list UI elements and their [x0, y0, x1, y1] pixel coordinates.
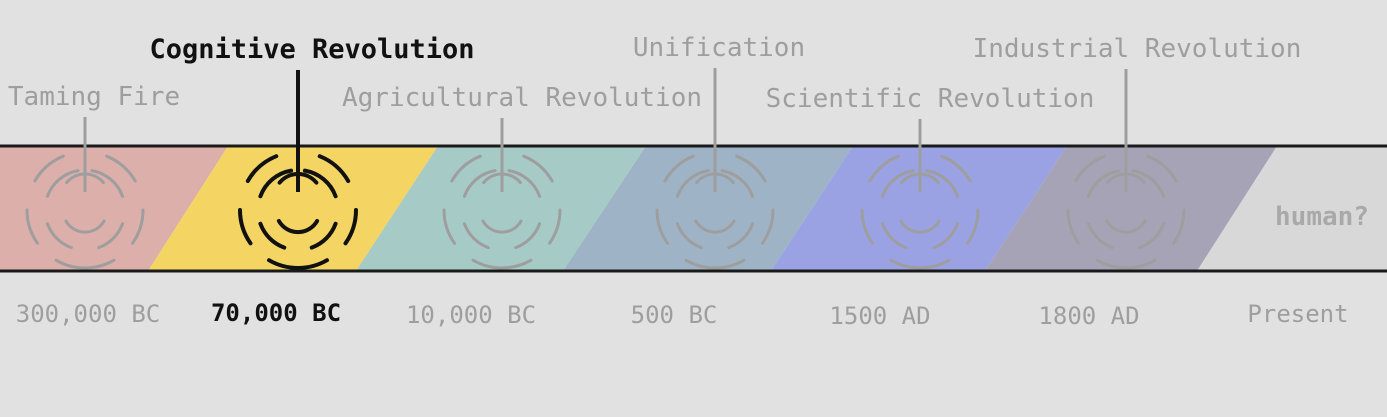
era-band	[563, 146, 853, 271]
era-band	[1197, 146, 1387, 271]
event-markers: Taming Fire Cognitive Revolution Agricultu…	[8, 33, 1302, 270]
event-label: Taming Fire	[8, 82, 180, 112]
event-marker: Taming Fire	[8, 82, 180, 270]
event-label: Scientific Revolution	[766, 84, 1095, 114]
event-marker: Scientific Revolution	[766, 84, 1095, 270]
ripple-icon	[655, 154, 775, 270]
ripple-icon	[442, 154, 562, 270]
event-marker: Agricultural Revolution	[342, 83, 702, 270]
era-date-label: 300,000 BC	[16, 300, 161, 328]
event-label: Cognitive Revolution	[149, 34, 474, 65]
ripple-icon	[25, 154, 145, 270]
event-label: Industrial Revolution	[973, 34, 1302, 64]
ripple-icon	[1066, 154, 1186, 270]
era-band	[356, 146, 646, 271]
event-marker: Cognitive Revolution	[149, 34, 475, 270]
event-label: Unification	[633, 33, 805, 63]
era-band	[985, 146, 1277, 271]
era-date-label: 70,000 BC	[211, 299, 341, 327]
event-label: Agricultural Revolution	[342, 83, 702, 113]
era-bands	[0, 146, 1387, 271]
era-date-label: 500 BC	[631, 301, 718, 329]
present-date-label: Present	[1247, 300, 1348, 328]
era-date-label: 1800 AD	[1038, 302, 1139, 330]
era-band	[148, 146, 438, 271]
era-date-label: 10,000 BC	[406, 301, 536, 329]
era-band	[771, 146, 1067, 271]
future-label: human?	[1275, 202, 1369, 232]
era-dates: 300,000 BC 70,000 BC 10,000 BC 500 BC 1500 A…	[16, 299, 1140, 330]
event-marker: Unification	[633, 33, 805, 270]
band-borders	[0, 144, 1387, 273]
event-marker: Industrial Revolution	[973, 34, 1302, 270]
era-date-label: 1500 AD	[829, 302, 930, 330]
ripple-icon	[238, 154, 358, 270]
